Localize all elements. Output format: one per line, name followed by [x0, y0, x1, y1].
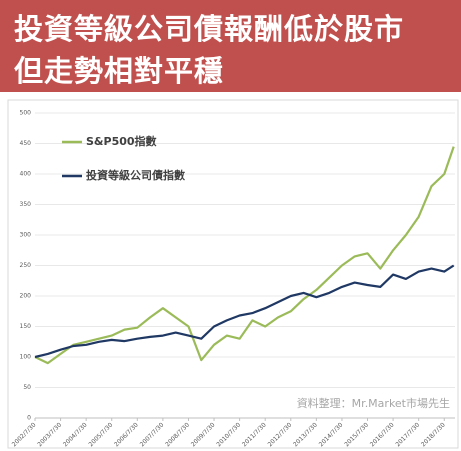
- y-tick-label: 400: [20, 171, 32, 178]
- y-tick-label: 0: [27, 415, 31, 422]
- y-tick-label: 350: [20, 201, 32, 208]
- series-line: [34, 264, 455, 359]
- y-tick-label: 450: [20, 140, 32, 147]
- x-tick-label: 2004/7/30: [62, 421, 89, 448]
- y-tick-label: 500: [20, 110, 32, 117]
- legend-label: S&P500指數: [86, 134, 157, 148]
- y-tick-label: 250: [20, 262, 32, 269]
- title-line: 但走勢相對平穩: [14, 54, 225, 88]
- legend-label: 投資等級公司債指數: [86, 168, 185, 182]
- x-tick-label: 2011/7/30: [241, 421, 268, 448]
- series-line: [34, 146, 455, 365]
- x-tick-label: 2005/7/30: [88, 421, 115, 448]
- x-tick-label: 2009/7/30: [190, 421, 217, 448]
- y-tick-label: 100: [20, 354, 32, 361]
- x-tick-label: 2018/7/30: [420, 421, 447, 448]
- x-tick-label: 2008/7/30: [164, 421, 191, 448]
- y-tick-label: 50: [23, 384, 31, 391]
- x-tick-label: 2016/7/30: [369, 421, 396, 448]
- title-banner: 投資等級公司債報酬低於股市 但走勢相對平穩: [0, 0, 461, 92]
- title-line: 投資等級公司債報酬低於股市: [14, 12, 405, 46]
- annotation: 資料整理：Mr.Market市場先生: [297, 396, 450, 410]
- y-tick-label: 150: [20, 323, 32, 330]
- x-tick-label: 2012/7/30: [267, 421, 294, 448]
- x-tick-label: 2017/7/30: [394, 421, 421, 448]
- x-tick-label: 2015/7/30: [343, 421, 370, 448]
- x-tick-label: 2013/7/30: [292, 421, 319, 448]
- x-tick-label: 2010/7/30: [215, 421, 242, 448]
- y-tick-label: 200: [20, 293, 32, 300]
- x-tick-label: 2006/7/30: [113, 421, 140, 448]
- x-tick-label: 2003/7/30: [36, 421, 63, 448]
- x-tick-label: 2014/7/30: [318, 421, 345, 448]
- x-tick-label: 2002/7/30: [11, 421, 38, 448]
- x-tick-label: 2007/7/30: [139, 421, 166, 448]
- y-tick-label: 300: [20, 232, 32, 239]
- chart-frame: [7, 99, 459, 449]
